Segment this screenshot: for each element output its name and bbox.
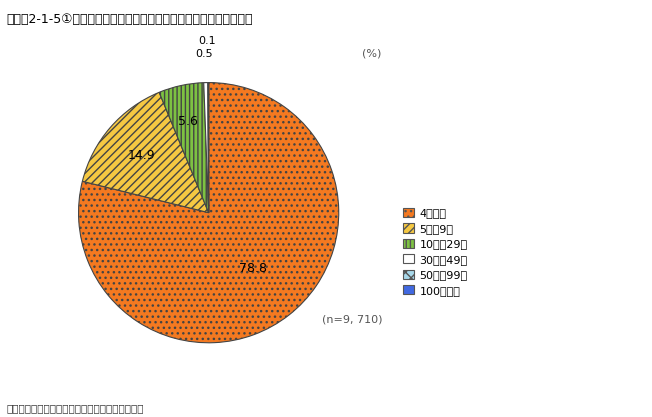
Wedge shape: [78, 83, 339, 343]
Text: 5.6: 5.6: [178, 115, 198, 128]
Text: コラム2-1-5①図　従業員規模別に見たデザイン業の事業所数の割合: コラム2-1-5①図 従業員規模別に見たデザイン業の事業所数の割合: [7, 13, 253, 25]
Text: 0.5: 0.5: [196, 49, 213, 59]
Text: 資料：経済産業省「特定サービス産業実態調査」: 資料：経済産業省「特定サービス産業実態調査」: [7, 403, 144, 413]
Wedge shape: [159, 83, 209, 213]
Text: (n=9, 710): (n=9, 710): [321, 314, 382, 324]
Legend: 4人以下, 5人～9人, 10人～29人, 30人～49人, 50人～99人, 100人以上: 4人以下, 5人～9人, 10人～29人, 30人～49人, 50人～99人, …: [403, 208, 467, 296]
Text: (%): (%): [362, 49, 381, 59]
Wedge shape: [208, 83, 209, 213]
Wedge shape: [203, 83, 209, 213]
Text: 78.8: 78.8: [239, 262, 267, 276]
Wedge shape: [82, 92, 209, 213]
Text: 14.9: 14.9: [128, 149, 155, 162]
Text: 0.1: 0.1: [198, 36, 216, 46]
